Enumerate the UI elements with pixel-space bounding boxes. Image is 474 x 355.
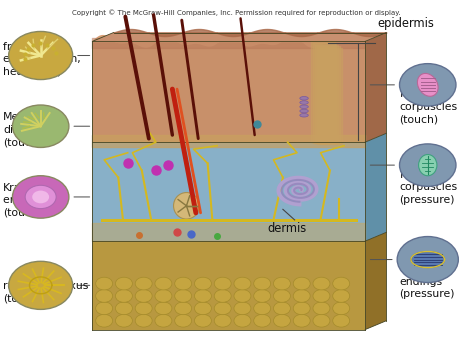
Circle shape [9,32,73,80]
Circle shape [254,290,271,302]
Circle shape [313,302,330,315]
Circle shape [400,144,456,186]
Ellipse shape [300,114,308,117]
Circle shape [293,277,310,290]
Circle shape [135,314,152,327]
Circle shape [214,290,231,302]
Circle shape [254,314,271,327]
Text: Merkel
disks
(touch): Merkel disks (touch) [3,113,42,147]
Circle shape [313,290,330,302]
Circle shape [293,302,310,315]
Polygon shape [92,33,386,42]
Text: Krause
end bulbs
(touch): Krause end bulbs (touch) [3,183,57,218]
Circle shape [175,314,191,327]
Text: Copyright © The McGraw-Hill Companies, Inc. Permission required for reproduction: Copyright © The McGraw-Hill Companies, I… [72,10,400,16]
Circle shape [254,302,271,315]
Circle shape [333,314,350,327]
Circle shape [96,290,113,302]
Text: Ruffini
endings
(pressure): Ruffini endings (pressure) [400,264,455,299]
Circle shape [234,302,251,315]
Circle shape [175,290,191,302]
Circle shape [194,302,211,315]
Circle shape [273,290,291,302]
Polygon shape [365,33,386,142]
Text: dermis: dermis [267,222,307,235]
Circle shape [175,302,191,315]
Ellipse shape [418,73,438,96]
Text: free nerve
endings (pain,
heat, cold): free nerve endings (pain, heat, cold) [3,42,81,76]
Circle shape [12,176,69,218]
Text: root hair plexus
(touch): root hair plexus (touch) [3,281,89,304]
Circle shape [116,314,132,327]
Circle shape [234,314,251,327]
Circle shape [9,261,73,310]
Ellipse shape [300,101,308,104]
Ellipse shape [300,105,308,109]
Polygon shape [92,142,365,241]
Circle shape [313,314,330,327]
Ellipse shape [300,109,308,113]
Circle shape [96,277,113,290]
Circle shape [116,302,132,315]
Circle shape [155,314,172,327]
Circle shape [214,314,231,327]
Circle shape [194,290,211,302]
Text: epidermis: epidermis [377,17,434,30]
Text: Meissner
corpuscles
(touch): Meissner corpuscles (touch) [400,89,458,124]
Circle shape [214,302,231,315]
Polygon shape [365,133,386,241]
Circle shape [135,277,152,290]
Circle shape [155,277,172,290]
Circle shape [273,277,291,290]
Circle shape [254,277,271,290]
Circle shape [313,277,330,290]
Circle shape [96,302,113,315]
Ellipse shape [300,97,308,100]
Circle shape [293,290,310,302]
Circle shape [135,290,152,302]
Circle shape [155,302,172,315]
Ellipse shape [419,154,437,176]
Circle shape [96,314,113,327]
Circle shape [155,290,172,302]
Circle shape [397,236,458,283]
Circle shape [175,277,191,290]
Circle shape [273,302,291,315]
Circle shape [234,290,251,302]
Circle shape [25,185,56,209]
Circle shape [273,314,291,327]
Polygon shape [92,241,365,329]
Circle shape [333,277,350,290]
Circle shape [293,314,310,327]
Circle shape [333,302,350,315]
Circle shape [214,277,231,290]
Circle shape [12,105,69,147]
Circle shape [32,191,49,203]
Text: Pacinian
corpuscles
(pressure): Pacinian corpuscles (pressure) [400,170,458,205]
Circle shape [333,290,350,302]
Polygon shape [365,232,386,329]
Circle shape [194,314,211,327]
Circle shape [116,277,132,290]
Circle shape [194,277,211,290]
Ellipse shape [173,192,200,219]
Circle shape [400,64,456,106]
Circle shape [234,277,251,290]
Ellipse shape [411,251,445,268]
Polygon shape [92,42,365,142]
Circle shape [116,290,132,302]
Circle shape [135,302,152,315]
